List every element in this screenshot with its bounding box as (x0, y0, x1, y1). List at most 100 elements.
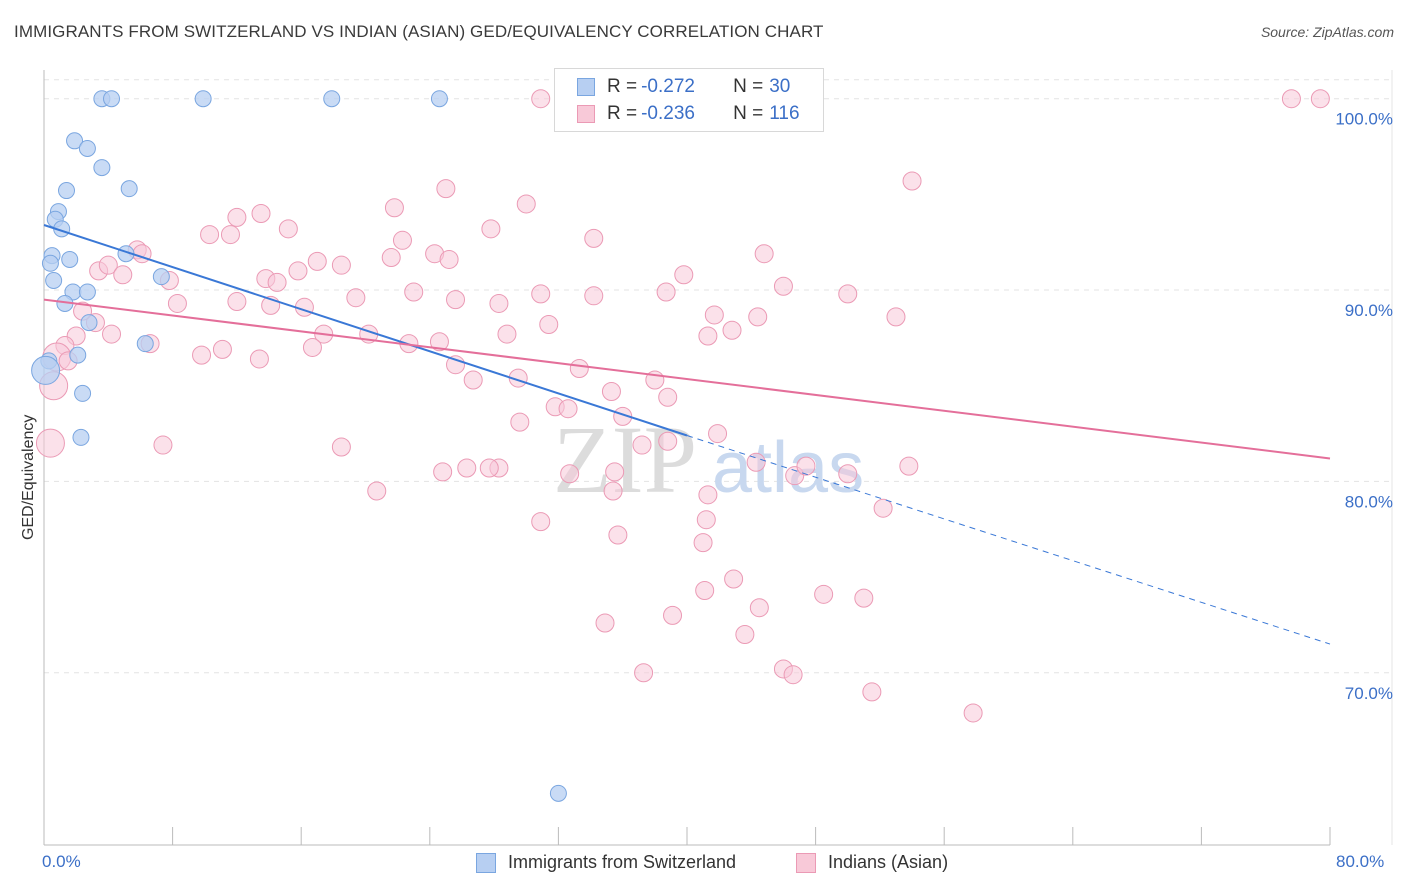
indians-point (708, 424, 728, 444)
indians-point (331, 255, 351, 275)
indians-point (748, 307, 768, 327)
indians-point (724, 569, 744, 589)
series-indians-asian (35, 89, 1330, 723)
indians-point (457, 458, 477, 478)
indians-point (433, 462, 453, 482)
switzerland-point (66, 132, 84, 150)
indians-point (212, 339, 232, 359)
gridlines (44, 79, 1392, 674)
switzerland-point (69, 346, 87, 364)
indians-point (902, 171, 922, 191)
switzerland-point (194, 90, 212, 108)
indians-point (510, 412, 530, 432)
switzerland-point (430, 90, 448, 108)
switzerland-trend-extension (686, 435, 1331, 645)
indians-point (220, 225, 240, 245)
indians-point (696, 510, 716, 530)
axes (43, 70, 1393, 846)
indians-point (695, 580, 715, 600)
legend-swatch-blue (476, 852, 496, 873)
y-tick-label: 100.0% (1335, 110, 1393, 129)
indians-point (429, 332, 449, 352)
indians-point (722, 320, 742, 340)
indians-point (539, 315, 559, 335)
y-tick-label: 90.0% (1345, 301, 1393, 320)
y-tick-label: 70.0% (1345, 684, 1393, 703)
legend-item-switzerland[interactable]: Immigrants from Switzerland (476, 852, 736, 873)
indians-point (516, 194, 536, 214)
indians-point (595, 613, 615, 633)
indians-point (1310, 89, 1330, 109)
indians-point (658, 387, 678, 407)
indians-trend-line (43, 298, 1331, 460)
indians-point (735, 625, 755, 645)
stats-legend: R = -0.272 N = 30 R = -0.236 N = 116 (554, 68, 824, 132)
indians-point (862, 682, 882, 702)
switzerland-point (549, 784, 567, 802)
indians-point (446, 290, 466, 310)
indians-point (367, 481, 387, 501)
indians-point (1281, 89, 1301, 109)
r-label: R = (607, 76, 638, 97)
legend-label: Immigrants from Switzerland (508, 852, 737, 872)
legend-swatch-pink (796, 852, 816, 873)
switzerland-point (93, 159, 111, 177)
n-value: 30 (769, 76, 791, 97)
indians-point (497, 324, 517, 344)
indians-point (35, 428, 65, 458)
chart-title: IMMIGRANTS FROM SWITZERLAND VS INDIAN (A… (14, 22, 824, 41)
r-label: R = (607, 103, 638, 124)
source-label: Source: ZipAtlas.com (1260, 24, 1394, 40)
indians-point (346, 288, 366, 308)
switzerland-point (78, 283, 96, 301)
indians-point (531, 89, 551, 109)
watermark-atlas: atlas (712, 428, 864, 508)
switzerland-point (136, 335, 154, 353)
series-immigrants-switzerland (31, 90, 567, 802)
y-tick-labels: 70.0% 80.0% 90.0% 100.0% (1335, 110, 1393, 703)
indians-point (569, 359, 589, 379)
indians-point (167, 293, 187, 313)
indians-point (634, 663, 654, 683)
switzerland-point (72, 428, 90, 446)
switzerland-point (80, 314, 98, 332)
indians-point (384, 198, 404, 218)
legend-item-indians[interactable]: Indians (Asian) (796, 852, 948, 873)
switzerland-point (120, 180, 138, 198)
indians-point (479, 458, 499, 478)
switzerland-trend-line (43, 224, 688, 437)
indians-point (838, 284, 858, 304)
indians-point (531, 512, 551, 532)
indians-point (608, 525, 628, 545)
indians-point (899, 456, 919, 476)
indians-point (783, 665, 803, 685)
indians-point (632, 435, 652, 455)
indians-point (200, 225, 220, 245)
indians-point (307, 251, 327, 271)
r-value: -0.236 (641, 103, 695, 124)
indians-point (601, 381, 621, 401)
switzerland-point (61, 250, 79, 268)
indians-point (404, 282, 424, 302)
indians-point (693, 533, 713, 553)
indians-point (251, 204, 271, 224)
n-label: N = (733, 103, 764, 124)
switzerland-point (323, 90, 341, 108)
indians-point (227, 207, 247, 227)
indians-point (249, 349, 269, 369)
legend-swatch-blue (577, 78, 595, 96)
indians-point (838, 464, 858, 484)
indians-point (558, 399, 578, 419)
indians-point (796, 456, 816, 476)
indians-point (603, 481, 623, 501)
indians-point (113, 265, 133, 285)
indians-point (584, 228, 604, 248)
switzerland-point (152, 268, 170, 286)
switzerland-point (41, 254, 59, 272)
switzerland-point (78, 139, 96, 157)
indians-point (489, 293, 509, 313)
switzerland-point (58, 182, 76, 200)
indians-point (392, 230, 412, 250)
n-value: 116 (769, 103, 800, 124)
